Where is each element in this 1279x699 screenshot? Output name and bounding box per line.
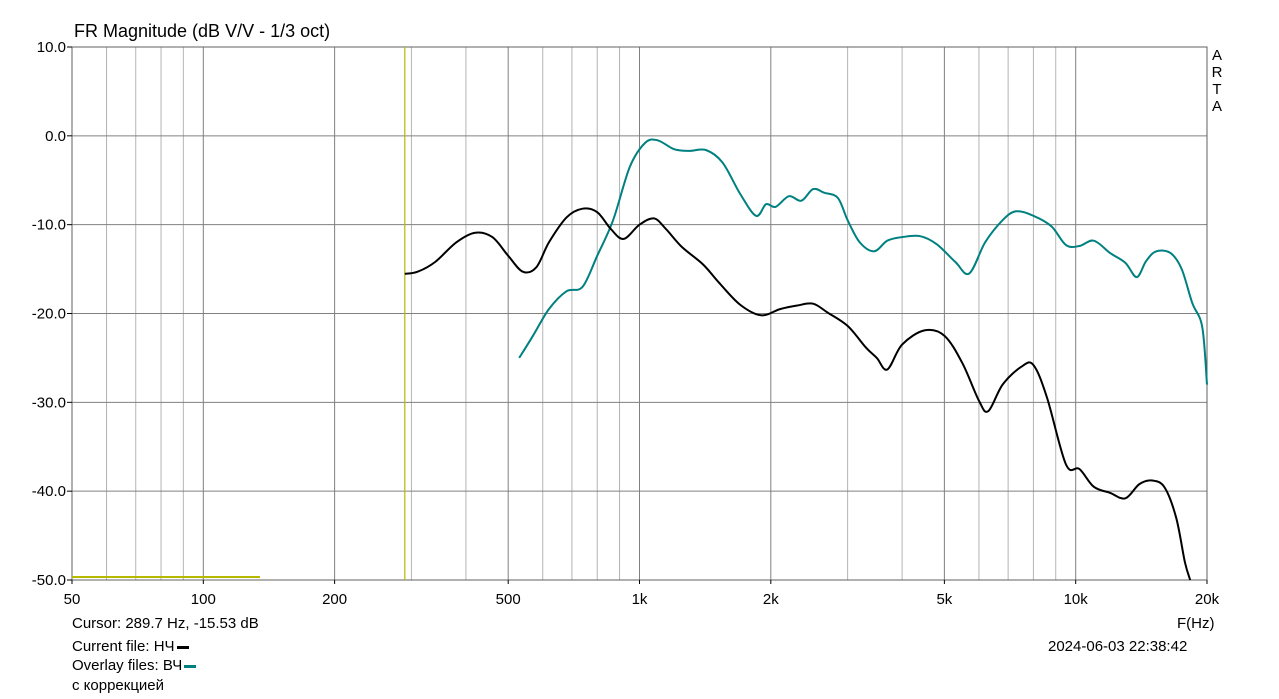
axis-ticks: 10.0 0.0 -10.0 -20.0 -30.0 -40.0 -50.0 50 100 200… <box>32 39 1220 608</box>
overlay-file-swatch <box>184 664 197 668</box>
y-tick-label: -10.0 <box>32 217 66 234</box>
chart-title: FR Magnitude (dB V/V - 1/3 oct) <box>74 21 331 41</box>
y-tick-label: -40.0 <box>32 483 66 500</box>
brand-letter: A <box>1211 47 1222 64</box>
series-layer <box>404 138 1208 581</box>
y-tick-label: -30.0 <box>32 394 66 411</box>
current-file-label: Current file: НЧ <box>72 638 175 655</box>
overlay-note: с коррекцией <box>72 677 165 694</box>
x-tick-label: 10k <box>1064 591 1089 608</box>
current-file-info: Current file: НЧ <box>72 638 189 655</box>
cursor-marker <box>72 47 406 580</box>
overlay-files-info: Overlay files: ВЧ <box>72 657 197 674</box>
y-tick-label: 0.0 <box>45 128 66 145</box>
x-tick-label: 200 <box>322 591 347 608</box>
timestamp: 2024-06-03 22:38:42 <box>1048 638 1188 655</box>
y-tick-label: -50.0 <box>32 572 66 589</box>
x-tick-label: 5k <box>936 591 952 608</box>
brand-letter: A <box>1211 98 1222 115</box>
series-line-current <box>404 207 1192 581</box>
current-file-swatch <box>176 645 189 649</box>
brand-letter: R <box>1211 64 1223 81</box>
y-tick-label: 10.0 <box>37 39 66 56</box>
x-axis-label: F(Hz) <box>1177 615 1215 632</box>
arta-brand: A R T A <box>1211 47 1223 115</box>
x-tick-label: 1k <box>632 591 648 608</box>
x-tick-label: 50 <box>64 591 81 608</box>
series-line-overlay <box>518 138 1208 385</box>
x-tick-label: 20k <box>1195 591 1220 608</box>
brand-letter: T <box>1212 81 1222 98</box>
cursor-readout: Cursor: 289.7 Hz, -15.53 dB <box>72 615 259 632</box>
y-tick-label: -20.0 <box>32 306 66 323</box>
overlay-files-label: Overlay files: ВЧ <box>72 657 183 674</box>
x-tick-label: 100 <box>191 591 216 608</box>
x-tick-label: 2k <box>763 591 779 608</box>
grid <box>71 46 1208 581</box>
x-tick-label: 500 <box>496 591 521 608</box>
